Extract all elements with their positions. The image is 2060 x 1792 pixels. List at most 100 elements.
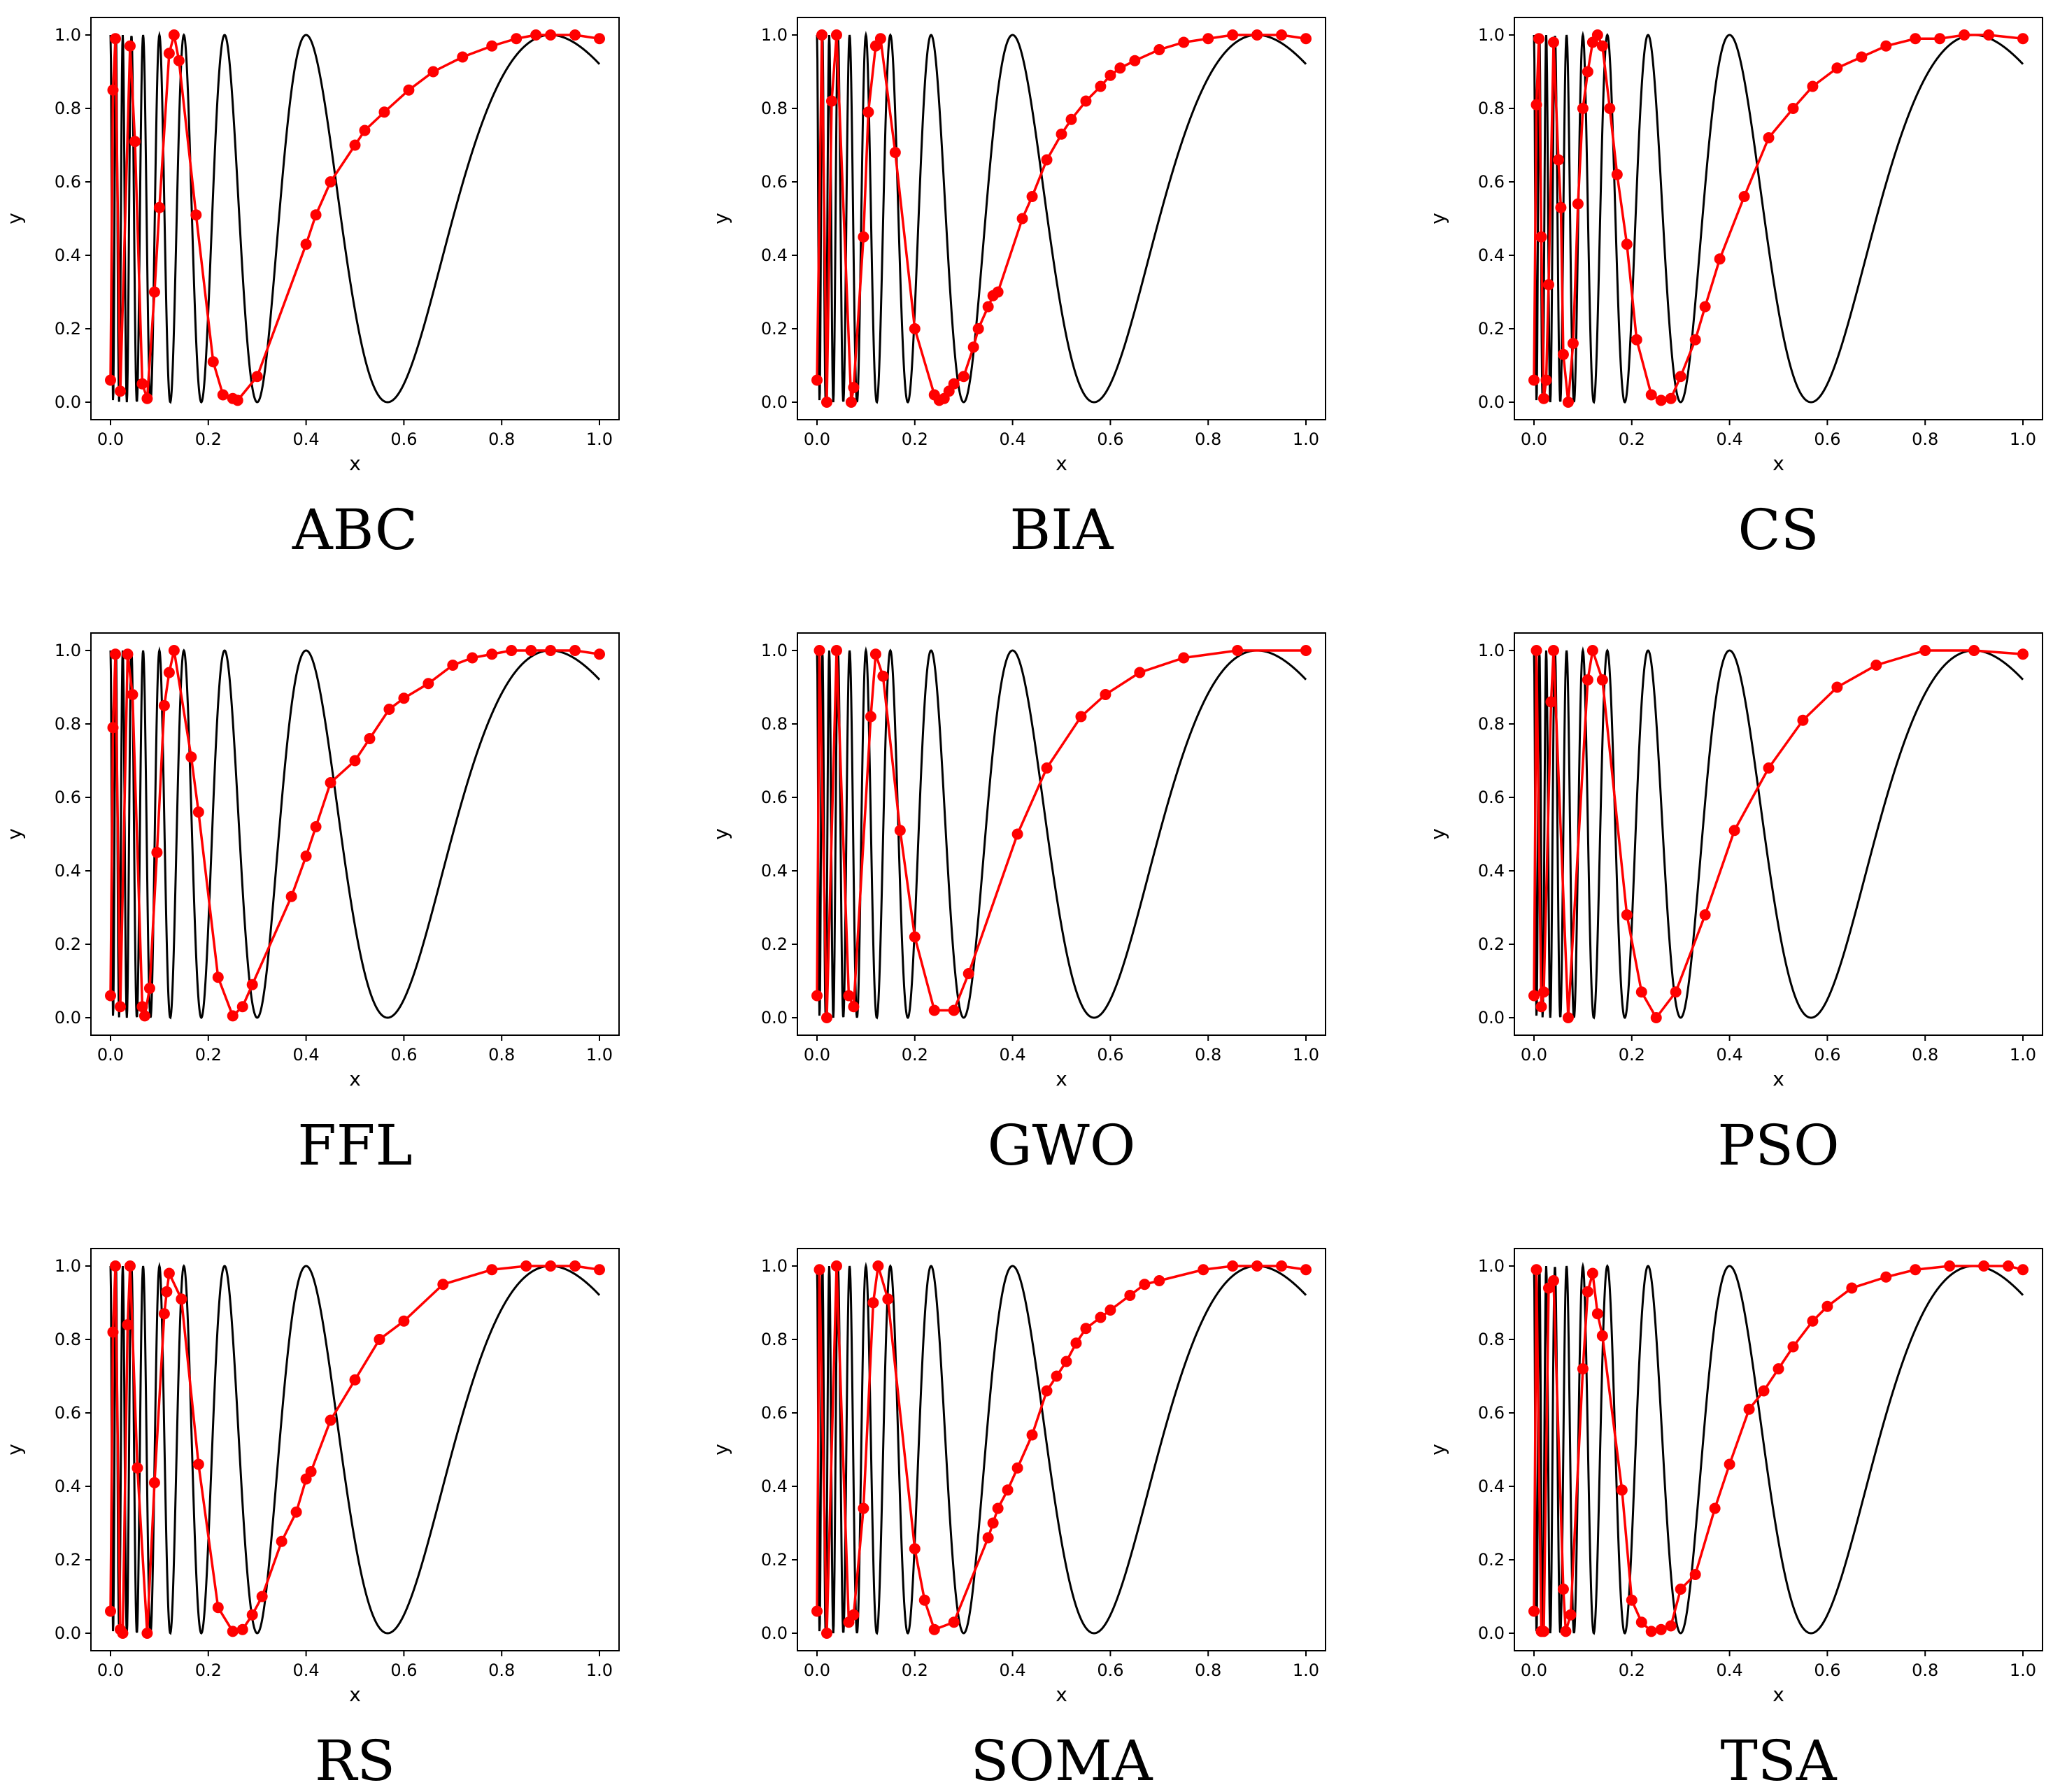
axes-frame — [1514, 1248, 2043, 1651]
data-point — [882, 1293, 894, 1305]
data-point — [928, 1004, 940, 1016]
data-point — [1562, 397, 1574, 408]
data-point — [124, 1260, 136, 1272]
data-point — [403, 84, 415, 96]
y-tick-label: 0.4 — [761, 246, 788, 265]
reference-curve — [109, 646, 601, 1020]
data-point — [349, 1374, 361, 1386]
data-point — [1880, 40, 1892, 52]
x-tick-label: 0.2 — [902, 1045, 928, 1065]
data-point — [1635, 1616, 1647, 1628]
data-point — [569, 1260, 581, 1272]
data-point — [530, 29, 542, 41]
data-point — [310, 209, 322, 221]
data-point — [2017, 33, 2029, 45]
panel-caption: RS — [315, 1728, 395, 1792]
data-point — [1178, 36, 1190, 48]
y-tick-label: 0.8 — [1478, 1330, 1505, 1349]
data-point — [192, 806, 204, 818]
y-tick-label: 1.0 — [1478, 25, 1505, 45]
data-point — [814, 1264, 825, 1276]
data-point — [1596, 40, 1608, 52]
data-point — [1831, 62, 1843, 74]
data-point — [207, 356, 219, 368]
data-point — [1276, 29, 1288, 41]
data-point — [1565, 1609, 1577, 1621]
data-point — [1787, 103, 1799, 114]
data-point — [1978, 1260, 1990, 1272]
x-tick-label: 0.2 — [902, 1661, 928, 1680]
x-tick-label: 0.4 — [1000, 1045, 1026, 1065]
data-point — [1626, 1594, 1638, 1606]
data-point — [1591, 29, 1603, 41]
data-point — [858, 231, 869, 243]
x-tick-label: 0.2 — [195, 1045, 222, 1065]
x-tick-label: 1.0 — [2010, 1045, 2036, 1065]
data-point — [1968, 645, 1980, 656]
data-point — [874, 33, 886, 45]
data-point — [1537, 986, 1549, 998]
data-point — [1616, 1484, 1628, 1496]
data-point — [1577, 1363, 1589, 1374]
data-point — [1596, 1330, 1608, 1342]
data-point — [364, 733, 376, 744]
y-tick-label: 0.8 — [1478, 714, 1505, 734]
approx-line — [1533, 649, 2024, 1021]
x-tick-label: 0.0 — [804, 1045, 830, 1065]
data-point — [2017, 648, 2029, 660]
data-point — [821, 1012, 832, 1023]
panel-caption: BIA — [1009, 497, 1114, 562]
panel-gwo: 0.0 0.2 0.4 0.6 0.8 1.0 0.0 0.2 0.4 0.6 0.8 1.0 x y GW… — [709, 632, 1326, 1178]
x-tick-label: 0.6 — [1097, 429, 1123, 449]
data-point — [982, 301, 994, 313]
data-point — [877, 670, 889, 682]
data-point — [1547, 645, 1559, 656]
data-point — [909, 323, 921, 334]
x-tick-label: 0.8 — [1195, 1045, 1221, 1065]
data-point — [1056, 128, 1067, 140]
data-point — [1528, 1605, 1540, 1617]
data-point — [1699, 301, 1711, 313]
data-point — [129, 136, 141, 148]
reference-curve — [1533, 31, 2024, 404]
data-point — [909, 1543, 921, 1555]
x-tick-label: 0.2 — [1619, 429, 1645, 449]
y-tick-label: 0.6 — [1478, 172, 1505, 192]
panel-caption: TSA — [1721, 1728, 1838, 1792]
data-point — [427, 66, 439, 78]
data-point — [1251, 29, 1263, 41]
data-point — [148, 1477, 160, 1488]
data-point — [1934, 33, 1946, 45]
x-tick-label: 0.4 — [1717, 429, 1743, 449]
data-point — [305, 1466, 317, 1477]
x-tick-label: 0.6 — [1814, 1661, 1840, 1680]
data-point — [109, 33, 121, 45]
x-tick-label: 0.0 — [1521, 1661, 1547, 1680]
data-point — [1300, 1264, 1312, 1276]
data-point — [1041, 762, 1053, 774]
data-point — [1041, 1385, 1053, 1397]
data-point — [163, 48, 175, 59]
data-point — [1635, 986, 1647, 998]
y-tick-label: 0.2 — [1478, 319, 1505, 339]
data-point — [151, 846, 163, 858]
x-axis-label: x — [349, 1067, 361, 1090]
y-tick-label: 0.6 — [55, 1403, 81, 1423]
data-point — [1621, 909, 1633, 920]
panel-tsa: 0.0 0.2 0.4 0.6 0.8 1.0 0.0 0.2 0.4 0.6 0.8 1.0 x y TS… — [1426, 1248, 2043, 1792]
data-point — [107, 1326, 119, 1338]
data-point — [136, 378, 148, 390]
x-tick-label: 0.6 — [1097, 1045, 1123, 1065]
data-point — [325, 777, 336, 788]
data-point — [594, 1264, 605, 1276]
y-tick-label: 0.4 — [55, 1477, 81, 1496]
x-tick-label: 0.0 — [804, 429, 830, 449]
y-tick-label: 0.4 — [1478, 861, 1505, 881]
y-tick-label: 0.8 — [55, 1330, 81, 1349]
x-tick-label: 0.8 — [1912, 429, 1938, 449]
data-point — [1129, 55, 1141, 66]
data-point — [1202, 33, 1214, 45]
data-point — [872, 1260, 884, 1272]
data-point — [1198, 1264, 1209, 1276]
data-point — [422, 678, 434, 690]
